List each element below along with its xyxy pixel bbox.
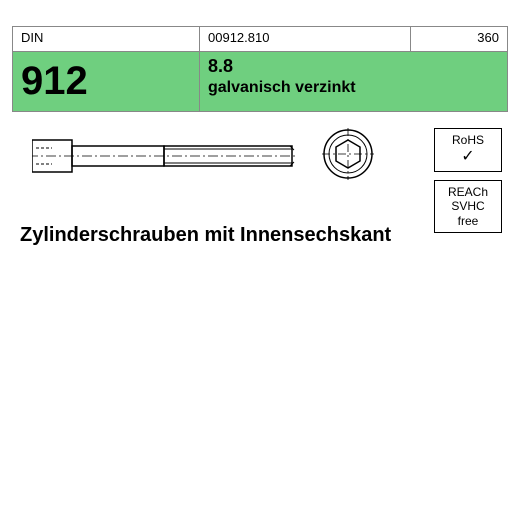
grade-cell: 8.8 galvanisch verzinkt xyxy=(200,52,507,111)
din-number: 912 xyxy=(13,52,200,111)
reach-badge: REACh SVHC free xyxy=(434,180,502,233)
din-label: DIN xyxy=(13,27,200,51)
header-row-2: 912 8.8 galvanisch verzinkt xyxy=(13,52,507,111)
header-table: DIN 00912.810 360 912 8.8 galvanisch ver… xyxy=(12,26,508,112)
product-title: Zylinderschrauben mit Innensechskant xyxy=(20,224,391,247)
rohs-badge: RoHS ✓ xyxy=(434,128,502,172)
right-number: 360 xyxy=(411,27,507,51)
screw-end-icon xyxy=(318,124,378,184)
grade: 8.8 xyxy=(208,56,499,77)
reach-line1: REACh xyxy=(437,185,499,199)
product-code: 00912.810 xyxy=(200,27,411,51)
rohs-label: RoHS xyxy=(437,133,499,147)
header-row-1: DIN 00912.810 360 xyxy=(13,27,507,52)
reach-line3: free xyxy=(437,214,499,228)
check-icon: ✓ xyxy=(437,147,499,166)
coating: galvanisch verzinkt xyxy=(208,79,499,97)
reach-line2: SVHC xyxy=(437,199,499,213)
screw-side-icon xyxy=(32,130,302,182)
